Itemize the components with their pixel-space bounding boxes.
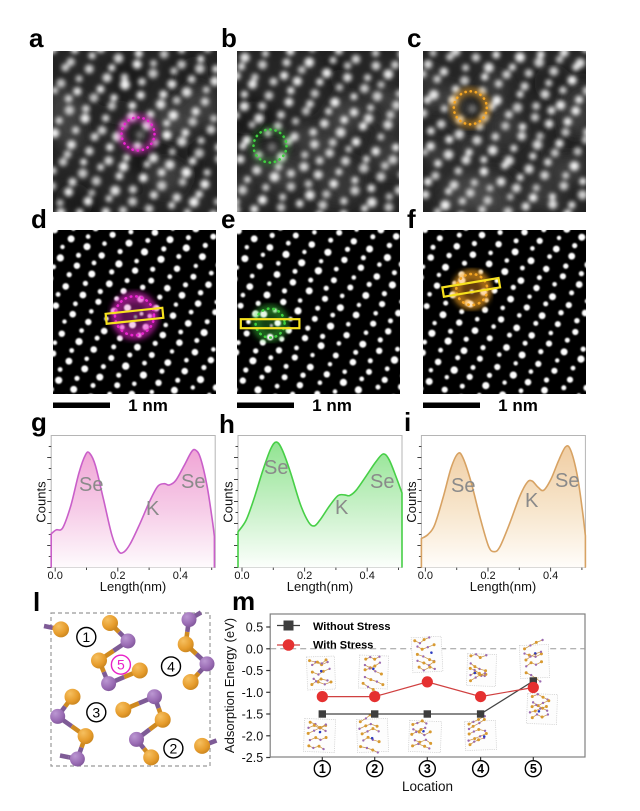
svg-text:Counts: Counts — [34, 481, 49, 523]
svg-text:m: m — [232, 586, 255, 616]
svg-text:0.2: 0.2 — [297, 570, 312, 582]
svg-text:5: 5 — [117, 657, 125, 673]
svg-text:g: g — [31, 407, 47, 437]
svg-text:f: f — [407, 204, 416, 234]
svg-text:0.4: 0.4 — [543, 570, 558, 582]
svg-text:Se: Se — [79, 474, 103, 496]
svg-text:Se: Se — [181, 471, 205, 493]
svg-text:Length(nm): Length(nm) — [100, 579, 166, 594]
svg-text:2: 2 — [170, 740, 178, 756]
svg-text:0.0: 0.0 — [48, 570, 63, 582]
svg-text:0.2: 0.2 — [480, 570, 495, 582]
svg-text:Location: Location — [402, 779, 453, 794]
svg-text:Se: Se — [555, 470, 579, 492]
svg-text:Se: Se — [264, 457, 288, 479]
svg-text:Se: Se — [451, 475, 475, 497]
svg-text:K: K — [335, 497, 349, 519]
svg-text:1: 1 — [82, 629, 90, 645]
svg-text:Counts: Counts — [404, 481, 419, 523]
svg-text:Without Stress: Without Stress — [313, 621, 391, 633]
svg-text:K: K — [525, 490, 539, 512]
svg-text:h: h — [219, 409, 235, 439]
svg-text:5: 5 — [530, 762, 537, 776]
svg-text:0.0: 0.0 — [418, 570, 433, 582]
svg-text:4: 4 — [167, 658, 175, 674]
svg-text:e: e — [221, 204, 235, 234]
svg-text:1 nm: 1 nm — [312, 396, 352, 415]
svg-text:-0.5: -0.5 — [242, 664, 264, 678]
svg-text:0.0: 0.0 — [246, 642, 263, 656]
svg-text:2: 2 — [371, 762, 378, 776]
svg-text:-1.5: -1.5 — [242, 708, 264, 722]
svg-text:b: b — [221, 23, 237, 53]
svg-text:Length(nm): Length(nm) — [470, 579, 536, 594]
svg-text:c: c — [407, 23, 421, 53]
svg-text:1: 1 — [319, 762, 326, 776]
svg-text:Adsorption Energy (eV): Adsorption Energy (eV) — [222, 618, 237, 753]
svg-text:0.2: 0.2 — [110, 570, 125, 582]
svg-text:a: a — [29, 23, 44, 53]
svg-text:0.0: 0.0 — [234, 570, 249, 582]
svg-text:-2.0: -2.0 — [242, 729, 264, 743]
svg-text:3: 3 — [424, 762, 431, 776]
svg-text:-1.0: -1.0 — [242, 686, 264, 700]
svg-text:4: 4 — [477, 762, 484, 776]
svg-text:Se: Se — [370, 471, 394, 493]
svg-text:d: d — [31, 204, 47, 234]
svg-text:With Stress: With Stress — [313, 640, 373, 652]
svg-text:3: 3 — [92, 704, 100, 720]
svg-text:0.4: 0.4 — [360, 570, 375, 582]
svg-text:1 nm: 1 nm — [498, 396, 538, 415]
svg-text:K: K — [146, 498, 160, 520]
svg-text:Counts: Counts — [221, 481, 236, 523]
svg-text:0.5: 0.5 — [246, 621, 263, 635]
svg-text:i: i — [404, 407, 411, 437]
svg-text:Length(nm): Length(nm) — [287, 579, 353, 594]
svg-text:1 nm: 1 nm — [128, 396, 168, 415]
svg-text:l: l — [33, 587, 40, 617]
svg-text:0.4: 0.4 — [173, 570, 188, 582]
svg-text:-2.5: -2.5 — [242, 751, 264, 765]
